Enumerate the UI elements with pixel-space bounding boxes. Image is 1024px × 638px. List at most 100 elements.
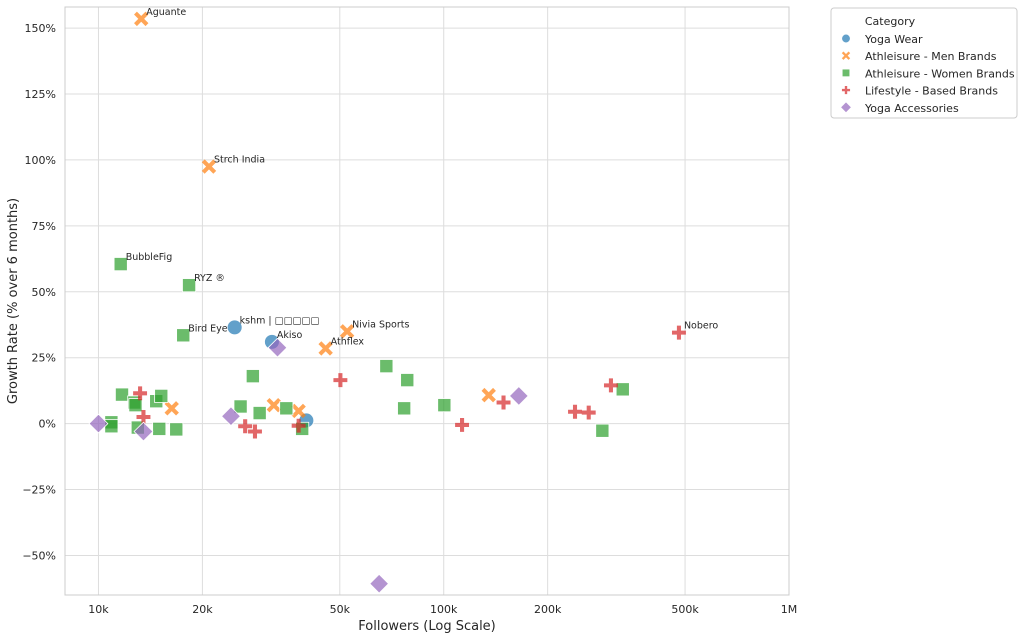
data-point-lifestyle-based-brands [238, 419, 253, 434]
data-point-athleisure-women-brands [615, 382, 630, 397]
legend-label: Yoga Accessories [864, 102, 959, 115]
y-tick-label: −25% [22, 484, 56, 497]
x-axis-ticks: 10k 20k 50k 100k 200k 500k 1M [88, 603, 797, 616]
data-point-athleisure-men-brands [266, 397, 282, 413]
legend-label: Athleisure - Men Brands [865, 50, 997, 63]
x-tick-label: 200k [534, 603, 562, 616]
point-label: Strch India [214, 155, 265, 166]
data-point-lifestyle-based-brands [581, 405, 596, 420]
x-tick-label: 100k [430, 603, 458, 616]
point-label: kshm | □□□□□ [240, 315, 320, 326]
y-axis-title: Growth Rate (% over 6 months) [6, 198, 21, 404]
point-label: Nivia Sports [352, 319, 409, 330]
y-axis-ticks: 150% 125% 100% 75% 50% 25% 0% −25% −50% [22, 22, 56, 562]
point-annotations: kshm | □□□□□ Akiso Aguante Strch India Nivia… [126, 7, 719, 348]
point-label: Bird Eye [188, 323, 228, 334]
data-point-athleisure-women-brands [128, 398, 143, 413]
data-point-athleisure-women-brands [176, 328, 191, 343]
data-point-yoga-accessories [133, 421, 154, 442]
data-point-athleisure-women-brands [279, 401, 294, 416]
data-point-lifestyle-based-brands [333, 373, 348, 388]
data-point-athleisure-women-brands [113, 257, 128, 272]
x-tick-label: 10k [88, 603, 109, 616]
data-point-athleisure-women-brands [104, 419, 119, 434]
data-point-athleisure-women-brands [397, 401, 412, 416]
x-tick-label: 20k [192, 603, 213, 616]
legend-box [830, 7, 1018, 119]
plot-frame [64, 6, 790, 596]
x-tick-label: 50k [330, 603, 351, 616]
legend-marker-athleisure-women-brands [841, 68, 851, 78]
data-point-lifestyle-based-brands [248, 424, 262, 439]
data-point-athleisure-men-brands [291, 403, 306, 419]
y-tick-label: 125% [25, 88, 56, 101]
legend-item-yoga-accessories: Yoga Accessories [839, 101, 959, 115]
series-lifestyle-based-brands [133, 325, 686, 439]
data-point-yoga-accessories [221, 406, 241, 427]
data-point-lifestyle-based-brands [133, 386, 148, 401]
legend-label: Yoga Wear [864, 33, 923, 46]
data-point-athleisure-women-brands [379, 359, 394, 374]
data-point-lifestyle-based-brands [455, 417, 470, 432]
series-yoga-wear [226, 319, 315, 429]
point-label: Akiso [277, 330, 303, 341]
legend: Category Yoga Wear Athleisure - Men Brand… [830, 7, 1018, 119]
data-point-athleisure-women-brands [437, 398, 452, 413]
y-tick-label: −50% [22, 549, 56, 562]
data-point-lifestyle-based-brands [671, 325, 686, 340]
point-label: Aguante [146, 7, 186, 18]
y-tick-label: 50% [32, 286, 56, 299]
data-point-athleisure-men-brands [134, 11, 149, 27]
data-point-athleisure-women-brands [115, 387, 130, 402]
y-tick-label: 0% [39, 418, 56, 431]
point-label: BubbleFig [126, 252, 173, 263]
grid-lines [65, 7, 790, 595]
data-point-athleisure-women-brands [152, 421, 167, 436]
y-tick-label: 150% [25, 22, 56, 35]
data-point-yoga-accessories [267, 337, 288, 358]
x-axis-title: Followers (Log Scale) [358, 619, 496, 634]
x-tick-label: 500k [671, 603, 699, 616]
x-tick-label: 1M [781, 603, 798, 616]
data-point-yoga-wear [226, 319, 243, 336]
data-point-athleisure-men-brands [481, 387, 496, 403]
legend-marker-yoga-accessories [839, 101, 853, 114]
data-point-athleisure-men-brands [318, 341, 333, 356]
legend-item-yoga-wear: Yoga Wear [841, 33, 923, 46]
data-point-lifestyle-based-brands [291, 418, 306, 433]
data-points [88, 11, 686, 594]
point-label: Athflex [331, 336, 365, 347]
data-point-athleisure-women-brands [182, 278, 197, 293]
data-point-athleisure-women-brands [595, 423, 610, 438]
data-point-athleisure-women-brands [169, 422, 184, 437]
legend-marker-yoga-wear [841, 33, 851, 44]
point-label: RYZ ® [194, 273, 225, 284]
legend-item-lifestyle-based-brands: Lifestyle - Based Brands [841, 85, 998, 98]
series-athleisure-men-brands [134, 11, 496, 419]
y-tick-label: 25% [32, 352, 56, 365]
legend-label: Lifestyle - Based Brands [865, 85, 998, 98]
data-point-yoga-accessories [508, 385, 529, 406]
legend-marker-lifestyle-based-brands [841, 86, 851, 95]
legend-marker-athleisure-men-brands [841, 51, 851, 60]
legend-label: Athleisure - Women Brands [865, 67, 1015, 80]
y-tick-label: 100% [25, 154, 56, 167]
data-point-yoga-accessories [369, 573, 390, 594]
legend-items: Yoga Wear Athleisure - Men Brands Athleisu… [839, 33, 1015, 115]
data-point-athleisure-women-brands [252, 406, 267, 421]
series-athleisure-women-brands [104, 257, 630, 438]
data-point-lifestyle-based-brands [603, 378, 618, 393]
data-point-athleisure-women-brands [154, 388, 169, 403]
data-point-athleisure-women-brands [233, 399, 248, 414]
point-label: Nobero [684, 321, 718, 332]
data-point-lifestyle-based-brands [496, 395, 511, 410]
data-point-lifestyle-based-brands [568, 404, 582, 419]
legend-title: Category [865, 15, 916, 28]
data-point-athleisure-men-brands [164, 401, 179, 416]
data-point-athleisure-women-brands [245, 369, 260, 384]
y-tick-label: 75% [32, 220, 56, 233]
series-yoga-accessories [88, 337, 529, 594]
data-point-yoga-accessories [88, 413, 109, 434]
data-point-athleisure-men-brands [201, 159, 217, 174]
